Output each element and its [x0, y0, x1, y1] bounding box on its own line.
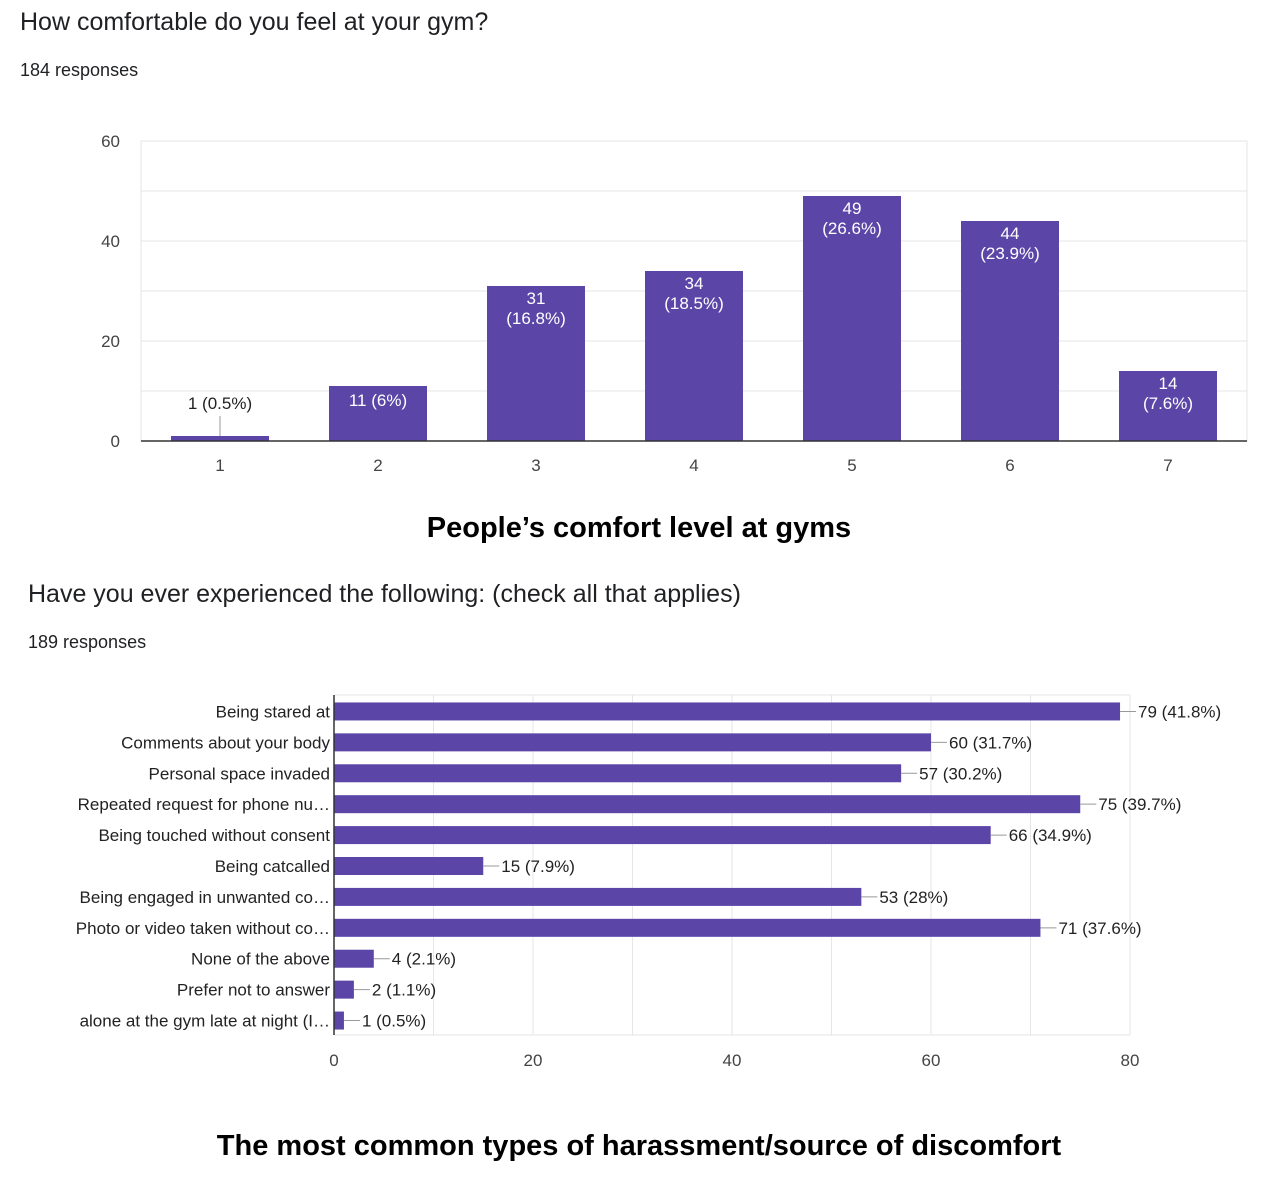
chart2-bar — [334, 918, 1041, 937]
chart2-data-label: 75 (39.7%) — [1098, 795, 1181, 814]
chart1-data-label: (7.6%) — [1143, 394, 1193, 413]
chart1-bar — [961, 221, 1059, 441]
chart1-data-label: 14 — [1159, 374, 1178, 393]
chart2-category-label: Prefer not to answer — [177, 981, 330, 1000]
chart2-data-label: 4 (2.1%) — [392, 950, 456, 969]
chart2-x-tick-label: 40 — [723, 1051, 742, 1070]
chart1-x-tick-label: 6 — [1005, 456, 1014, 475]
chart2-bar — [334, 980, 354, 999]
chart2-data-label: 57 (30.2%) — [919, 764, 1002, 783]
chart2-category-label: alone at the gym late at night (I… — [80, 1012, 330, 1031]
chart1-bar — [487, 286, 585, 441]
chart2-bar — [334, 733, 931, 752]
chart1-data-label: 34 — [685, 274, 704, 293]
chart2-data-label: 53 (28%) — [879, 888, 948, 907]
chart2-caption: The most common types of harassment/sour… — [216, 1130, 1062, 1162]
chart2-category-label: Comments about your body — [121, 733, 330, 752]
chart2-bar — [334, 795, 1081, 814]
chart1-y-tick-label: 20 — [101, 332, 120, 351]
chart1-x-tick-label: 1 — [215, 456, 224, 475]
chart2-x-tick-label: 20 — [524, 1051, 543, 1070]
chart1-x-tick-label: 2 — [373, 456, 382, 475]
chart2-bar — [334, 857, 484, 875]
chart2-category-label: Being engaged in unwanted co… — [80, 888, 330, 907]
chart1-bar — [1119, 371, 1217, 441]
chart2-data-label: 2 (1.1%) — [372, 981, 436, 1000]
chart1-data-label: (23.9%) — [980, 244, 1040, 263]
comfort-level-bar-chart: 0 20 40 60 1 1 (0.5%) 2 11 (6%) 3 31(16.8%) 4 34(18… — [101, 132, 1248, 475]
chart1-caption: People’s comfort level at gyms — [426, 512, 852, 544]
chart1-data-label: (18.5%) — [664, 294, 724, 313]
chart1-y-tick-label: 40 — [101, 232, 120, 251]
chart1-bar — [171, 436, 269, 441]
chart1-x-tick-label: 4 — [689, 456, 698, 475]
chart1-data-label: 44 — [1001, 224, 1020, 243]
chart2-data-label: 1 (0.5%) — [362, 1012, 426, 1031]
chart1-y-tick-label: 60 — [101, 132, 120, 151]
chart2-category-label: Being catcalled — [215, 857, 330, 876]
chart1-bar — [645, 271, 743, 441]
chart2-data-label: 71 (37.6%) — [1058, 919, 1141, 938]
chart2-category-label: Being touched without consent — [98, 826, 330, 845]
chart1-bar — [803, 196, 901, 441]
chart1-data-label: 1 (0.5%) — [188, 394, 252, 413]
chart1-x-tick-label: 5 — [847, 456, 856, 475]
chart2-bar — [334, 764, 902, 783]
chart1-x-tick-label: 7 — [1163, 456, 1172, 475]
chart1-question-title: How comfortable do you feel at your gym? — [20, 8, 489, 36]
chart2-category-label: Repeated request for phone nu… — [78, 795, 330, 814]
chart2-category-label: Being stared at — [216, 702, 331, 721]
chart2-response-count: 189 responses — [28, 632, 147, 652]
chart2-bar — [334, 826, 991, 845]
chart1-data-label: 31 — [527, 289, 546, 308]
chart1-data-label: (16.8%) — [506, 309, 566, 328]
chart2-data-label: 60 (31.7%) — [949, 733, 1032, 752]
chart1-response-count: 184 responses — [20, 60, 139, 80]
chart2-category-label: Personal space invaded — [149, 764, 330, 783]
chart2-data-label: 79 (41.8%) — [1138, 702, 1221, 721]
chart2-data-label: 66 (34.9%) — [1009, 826, 1092, 845]
chart1-y-tick-label: 0 — [111, 432, 120, 451]
chart1-x-tick-label: 3 — [531, 456, 540, 475]
chart2-data-label: 15 (7.9%) — [501, 857, 575, 876]
chart2-x-tick-label: 60 — [922, 1051, 941, 1070]
chart2-category-label: Photo or video taken without co… — [76, 919, 330, 938]
harassment-types-bar-chart: 0 20 40 60 80 Being stared at 79 (41.8%) Commen… — [76, 694, 1221, 1070]
chart1-data-label: 11 (6%) — [349, 391, 407, 410]
chart1-data-label: (26.6%) — [822, 219, 882, 238]
chart2-bar — [334, 702, 1121, 721]
chart2-bar — [334, 949, 374, 968]
chart2-category-label: None of the above — [191, 950, 330, 969]
chart1-bar — [329, 386, 427, 441]
chart2-bar — [334, 1011, 344, 1030]
chart2-question-title: Have you ever experienced the following:… — [28, 580, 741, 608]
chart1-data-label: 49 — [843, 199, 862, 218]
chart2-x-tick-label: 0 — [329, 1051, 338, 1070]
chart2-x-tick-label: 80 — [1121, 1051, 1140, 1070]
chart2-bar — [334, 887, 862, 906]
